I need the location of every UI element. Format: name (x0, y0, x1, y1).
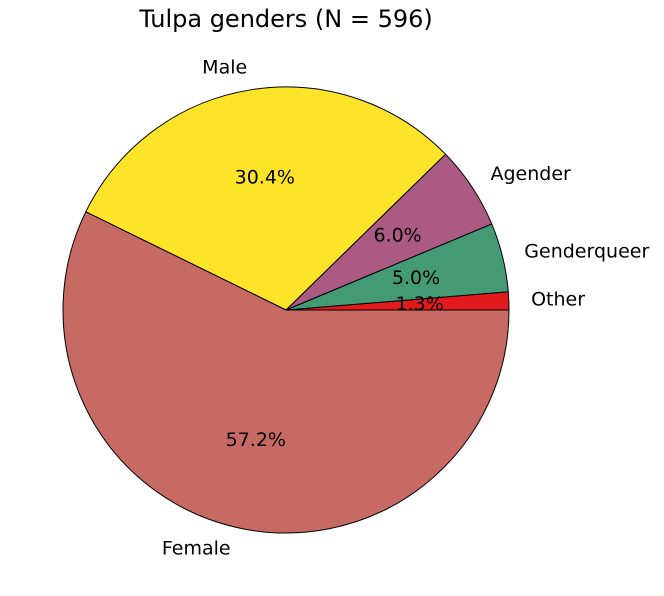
pie-slice-female (62, 211, 510, 534)
slice-label-agender: Agender (491, 163, 572, 185)
slice-percent-male: 30.4% (235, 166, 295, 188)
slice-label-male: Male (202, 56, 247, 78)
pie-slices (62, 86, 510, 534)
slice-percent-female: 57.2% (226, 429, 286, 451)
slice-label-other: Other (531, 289, 585, 311)
slice-percent-agender: 6.0% (373, 225, 421, 247)
chart-title: Tulpa genders (N = 596) (138, 5, 433, 33)
pie-slice-male (85, 86, 447, 311)
slice-label-genderqueer: Genderqueer (524, 240, 649, 262)
slice-percent-other: 1.3% (396, 293, 444, 315)
slice-percent-genderqueer: 5.0% (392, 267, 440, 289)
pie-labels: Other 1.3% Genderqueer 5.0% Agender 6.0% Male 3… (162, 56, 650, 559)
slice-label-female: Female (162, 538, 231, 560)
